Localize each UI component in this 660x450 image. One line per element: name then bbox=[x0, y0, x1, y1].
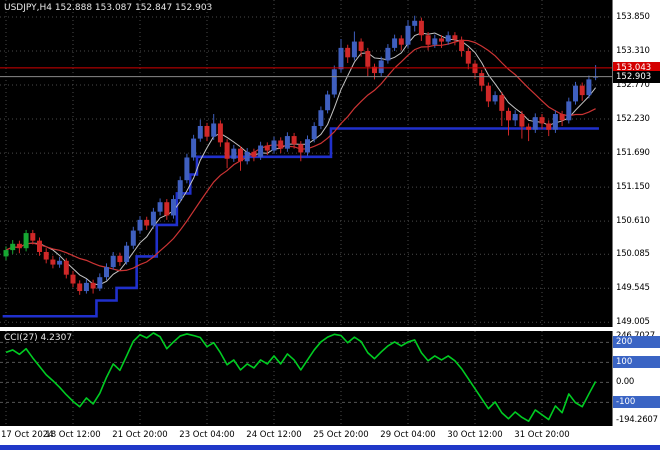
price-axis-label: 152.230 bbox=[616, 114, 650, 125]
time-axis-label: 30 Oct 12:00 bbox=[447, 430, 503, 440]
price-axis-label: 149.545 bbox=[616, 283, 650, 294]
main-grid bbox=[0, 0, 612, 327]
step-indicator-line bbox=[2, 127, 599, 318]
price-axis-label: 151.150 bbox=[616, 182, 650, 193]
time-axis-label: 17 Oct 2024 bbox=[1, 430, 54, 440]
cci-line bbox=[5, 332, 597, 422]
cci-level-badge: 100 bbox=[613, 356, 660, 369]
cci-chart-canvas[interactable] bbox=[0, 331, 612, 426]
time-axis-label: 31 Oct 20:00 bbox=[514, 430, 570, 440]
time-axis-label: 23 Oct 04:00 bbox=[179, 430, 235, 440]
cci-level-badge: 200 bbox=[613, 336, 660, 349]
time-axis-label: 29 Oct 04:00 bbox=[380, 430, 436, 440]
price-axis-label: 151.690 bbox=[616, 148, 650, 159]
price-axis-label: 150.085 bbox=[616, 249, 650, 260]
cci-grid bbox=[0, 331, 612, 426]
cci-indicator-label: CCI(27) 4.2307 bbox=[4, 333, 73, 343]
bottom-scrollbar[interactable] bbox=[0, 445, 660, 450]
cci-min-label: -194.2607 bbox=[616, 415, 658, 425]
price-axis-label: 153.310 bbox=[616, 46, 650, 57]
cci-level-badge: -100 bbox=[613, 396, 660, 409]
cci-axis[interactable]: 246.7027 -194.2607 200 100 0.00 -100 bbox=[612, 331, 660, 426]
cci-indicator-panel[interactable]: CCI(27) 4.2307 bbox=[0, 331, 612, 426]
price-axis-label: 153.850 bbox=[616, 12, 650, 22]
bid-price-badge: 152.903 bbox=[613, 70, 660, 83]
time-axis-label: 21 Oct 20:00 bbox=[112, 430, 168, 440]
time-axis-label: 25 Oct 20:00 bbox=[313, 430, 369, 440]
chart-title: USDJPY,H4 152.888 153.087 152.847 152.90… bbox=[4, 3, 213, 13]
time-axis-label: 24 Oct 12:00 bbox=[246, 430, 302, 440]
main-chart-panel[interactable]: USDJPY,H4 152.888 153.087 152.847 152.90… bbox=[0, 0, 612, 327]
candles-layer bbox=[3, 15, 599, 295]
price-chart-canvas[interactable] bbox=[0, 0, 612, 327]
time-axis[interactable]: 17 Oct 2024 18 Oct 12:00 21 Oct 20:00 23 Oc… bbox=[0, 427, 612, 444]
price-axis-label: 150.610 bbox=[616, 216, 650, 227]
price-axis[interactable]: 153.850 153.310 152.770 152.230 151.690 151.1… bbox=[612, 0, 660, 327]
price-axis-label: 152.770 bbox=[616, 80, 650, 91]
time-axis-label: 18 Oct 12:00 bbox=[45, 430, 101, 440]
price-axis-label: 149.005 bbox=[616, 317, 650, 328]
cci-level-label: 0.00 bbox=[616, 377, 635, 388]
cci-max-label: 246.7027 bbox=[616, 331, 655, 341]
